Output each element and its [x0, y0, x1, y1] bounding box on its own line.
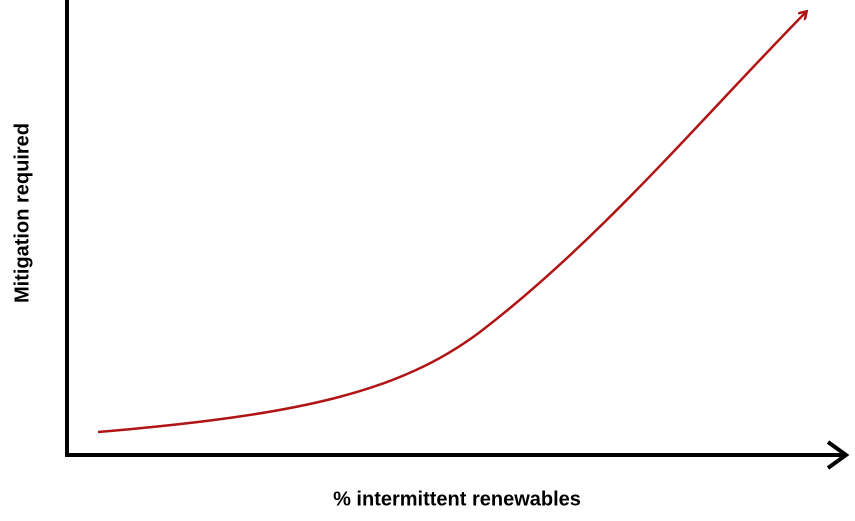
trend-curve: [97, 12, 806, 434]
y-axis-label: Mitigation required: [11, 123, 33, 303]
x-axis-label: % intermittent renewables: [333, 488, 581, 510]
x-axis-arrow: [826, 440, 850, 470]
